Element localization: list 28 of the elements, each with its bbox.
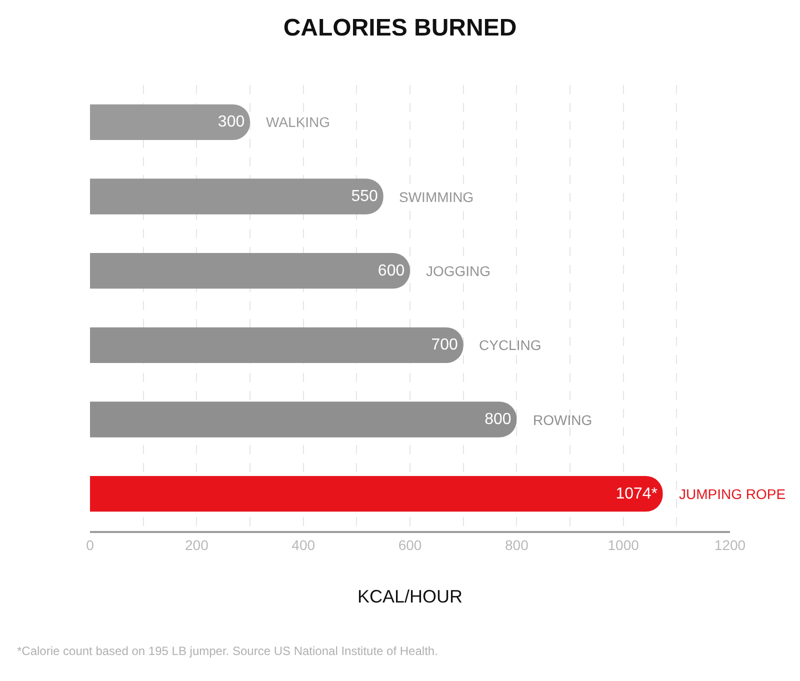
- bar: [90, 402, 517, 438]
- y-tick-label: ROWING: [533, 412, 592, 428]
- chart-title: CALORIES BURNED: [283, 14, 517, 42]
- bar: [90, 327, 464, 364]
- data-label: 550: [351, 188, 378, 205]
- data-label: 1074*: [616, 485, 658, 502]
- bar: [90, 104, 250, 140]
- x-tick-label: 600: [398, 536, 422, 553]
- y-tick-label: CYCLING: [479, 337, 542, 353]
- x-tick-label: 0: [86, 536, 94, 553]
- data-label: 600: [378, 262, 405, 280]
- bar: [90, 252, 410, 289]
- x-tick-label: 400: [292, 536, 316, 553]
- x-tick-label: 800: [504, 536, 529, 553]
- data-label: 700: [431, 336, 458, 354]
- bar: [90, 178, 384, 214]
- text: *Calorie count based on 195 LB jumper. Source US National Institute of Health.: [17, 644, 438, 658]
- y-tick-label: JUMPING ROPE: [679, 486, 786, 502]
- data-label: 300: [218, 114, 245, 131]
- x-tick-label: 200: [184, 536, 209, 553]
- bar: [90, 476, 663, 512]
- y-tick-label: JOGGING: [426, 263, 491, 279]
- x-tick-label: 1000: [608, 536, 640, 553]
- data-label: 800: [484, 411, 512, 428]
- y-tick-label: SWIMMING: [399, 189, 474, 205]
- x-axis-title: KCAL/HOUR: [357, 586, 463, 606]
- y-tick-label: WALKING: [266, 114, 330, 130]
- x-tick-label: 1200: [714, 536, 746, 553]
